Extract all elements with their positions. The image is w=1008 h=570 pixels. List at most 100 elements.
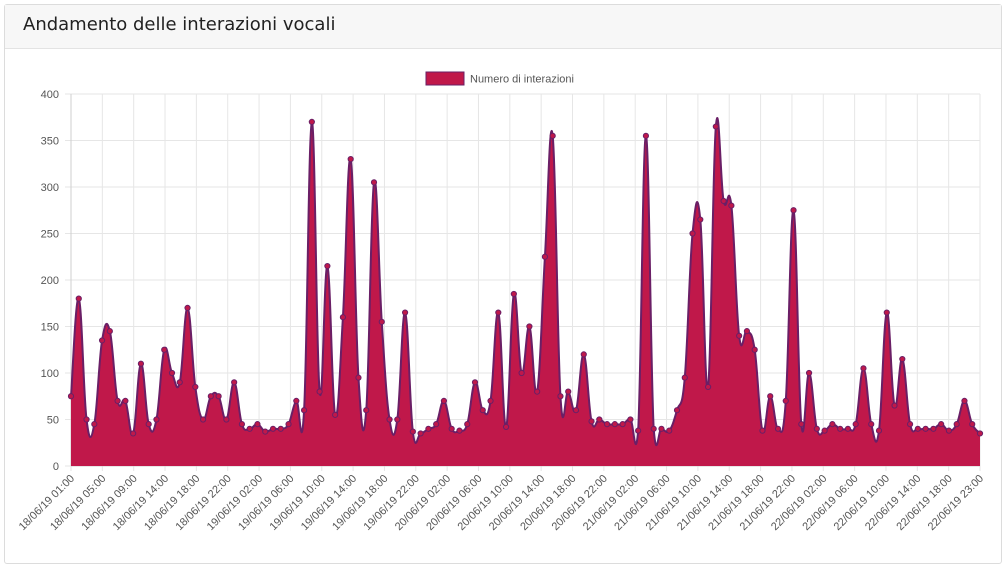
- data-point: [611, 421, 618, 428]
- data-point: [922, 425, 929, 432]
- data-point: [502, 423, 510, 431]
- data-point: [479, 407, 486, 414]
- x-tick-label: 18/06/19 01:00: [17, 473, 77, 533]
- x-tick-label: 22/06/19 02:00: [769, 473, 829, 533]
- data-point: [938, 421, 945, 428]
- data-point: [720, 197, 727, 205]
- x-tick-label: 21/06/19 06:00: [612, 473, 672, 533]
- y-tick-label: 0: [53, 461, 59, 473]
- data-point: [262, 428, 269, 435]
- x-tick-label: 18/06/19 05:00: [48, 473, 108, 533]
- y-tick-label: 250: [41, 229, 59, 241]
- data-point: [433, 421, 440, 428]
- data-point: [549, 132, 556, 139]
- data-point: [596, 416, 603, 423]
- data-point: [487, 397, 494, 404]
- data-point: [316, 388, 323, 395]
- data-point: [153, 416, 160, 423]
- x-tick-label: 20/06/19 14:00: [487, 473, 547, 533]
- data-point: [168, 369, 176, 377]
- x-tick-label: 19/06/19 18:00: [330, 473, 390, 533]
- data-point: [471, 379, 479, 386]
- data-point: [448, 425, 455, 432]
- data-point: [759, 427, 766, 434]
- data-point: [347, 156, 354, 163]
- x-tick-label: 19/06/19 06:00: [236, 473, 296, 533]
- x-tick-label: 19/06/19 22:00: [362, 473, 422, 533]
- data-point: [930, 425, 937, 432]
- series-line: [70, 117, 981, 447]
- chart-panel: Andamento delle interazioni vocali: [4, 4, 1002, 564]
- data-point: [495, 309, 502, 316]
- data-point: [899, 355, 906, 363]
- data-point: [378, 318, 385, 325]
- data-point: [813, 425, 820, 432]
- data-point: [883, 309, 890, 316]
- data-point: [852, 421, 859, 428]
- data-point: [401, 309, 409, 316]
- data-point: [355, 374, 362, 381]
- data-point: [976, 430, 984, 437]
- data-point: [557, 393, 564, 400]
- data-point: [751, 346, 758, 353]
- data-point: [743, 328, 751, 335]
- data-point: [176, 379, 183, 386]
- data-point: [75, 295, 82, 302]
- data-point: [456, 427, 463, 434]
- x-tick-label: 20/06/19 10:00: [456, 473, 516, 533]
- data-point: [704, 383, 712, 391]
- data-point: [837, 425, 844, 432]
- data-point: [386, 416, 393, 423]
- data-point: [689, 230, 696, 237]
- data-point: [945, 427, 953, 434]
- legend-swatch: [425, 71, 465, 86]
- data-point: [534, 388, 541, 395]
- x-tick-label: 22/06/19 18:00: [894, 473, 954, 533]
- data-point: [868, 421, 875, 428]
- data-point: [137, 360, 145, 367]
- data-point: [440, 397, 448, 404]
- data-point: [425, 425, 432, 432]
- x-tick-label: 18/06/19 09:00: [79, 473, 139, 533]
- data-point: [106, 328, 113, 335]
- legend-label: Numero di interazioni: [470, 74, 574, 86]
- data-point: [269, 425, 277, 432]
- x-tick-label: 21/06/19 18:00: [706, 473, 766, 533]
- data-point: [782, 397, 789, 404]
- data-point: [712, 123, 719, 130]
- data-point: [83, 416, 90, 423]
- data-point: [541, 253, 549, 260]
- x-tick-label: 20/06/19 02:00: [393, 473, 453, 533]
- data-point: [790, 207, 797, 214]
- data-point: [588, 418, 595, 425]
- x-tick-label: 22/06/19 06:00: [800, 473, 860, 533]
- data-point: [844, 425, 852, 432]
- data-point: [635, 427, 642, 434]
- data-point: [231, 379, 238, 386]
- data-point: [658, 425, 665, 432]
- data-point: [192, 383, 199, 391]
- data-point: [805, 369, 813, 377]
- data-point: [122, 397, 129, 404]
- x-tick-label: 18/06/19 22:00: [173, 473, 233, 533]
- data-point: [370, 179, 378, 186]
- y-tick-label: 150: [41, 322, 59, 334]
- data-point: [464, 421, 471, 428]
- x-tick-label: 18/06/19 18:00: [142, 473, 202, 533]
- data-point: [215, 393, 222, 400]
- panel-header: Andamento delle interazioni vocali: [5, 5, 1001, 49]
- x-tick-label: 21/06/19 14:00: [675, 473, 735, 533]
- data-point: [246, 425, 253, 432]
- data-point: [821, 427, 828, 434]
- data-point: [953, 421, 960, 428]
- x-tick-label: 21/06/19 10:00: [644, 473, 704, 533]
- data-point: [619, 421, 626, 428]
- x-tick-label: 18/06/19 14:00: [111, 473, 171, 533]
- data-point: [969, 421, 976, 428]
- y-tick-label: 100: [41, 368, 59, 380]
- y-tick-label: 50: [47, 415, 59, 427]
- x-tick-label: 21/06/19 22:00: [738, 473, 798, 533]
- data-point: [728, 202, 735, 209]
- x-tick-label: 20/06/19 06:00: [424, 473, 484, 533]
- data-point: [145, 421, 152, 428]
